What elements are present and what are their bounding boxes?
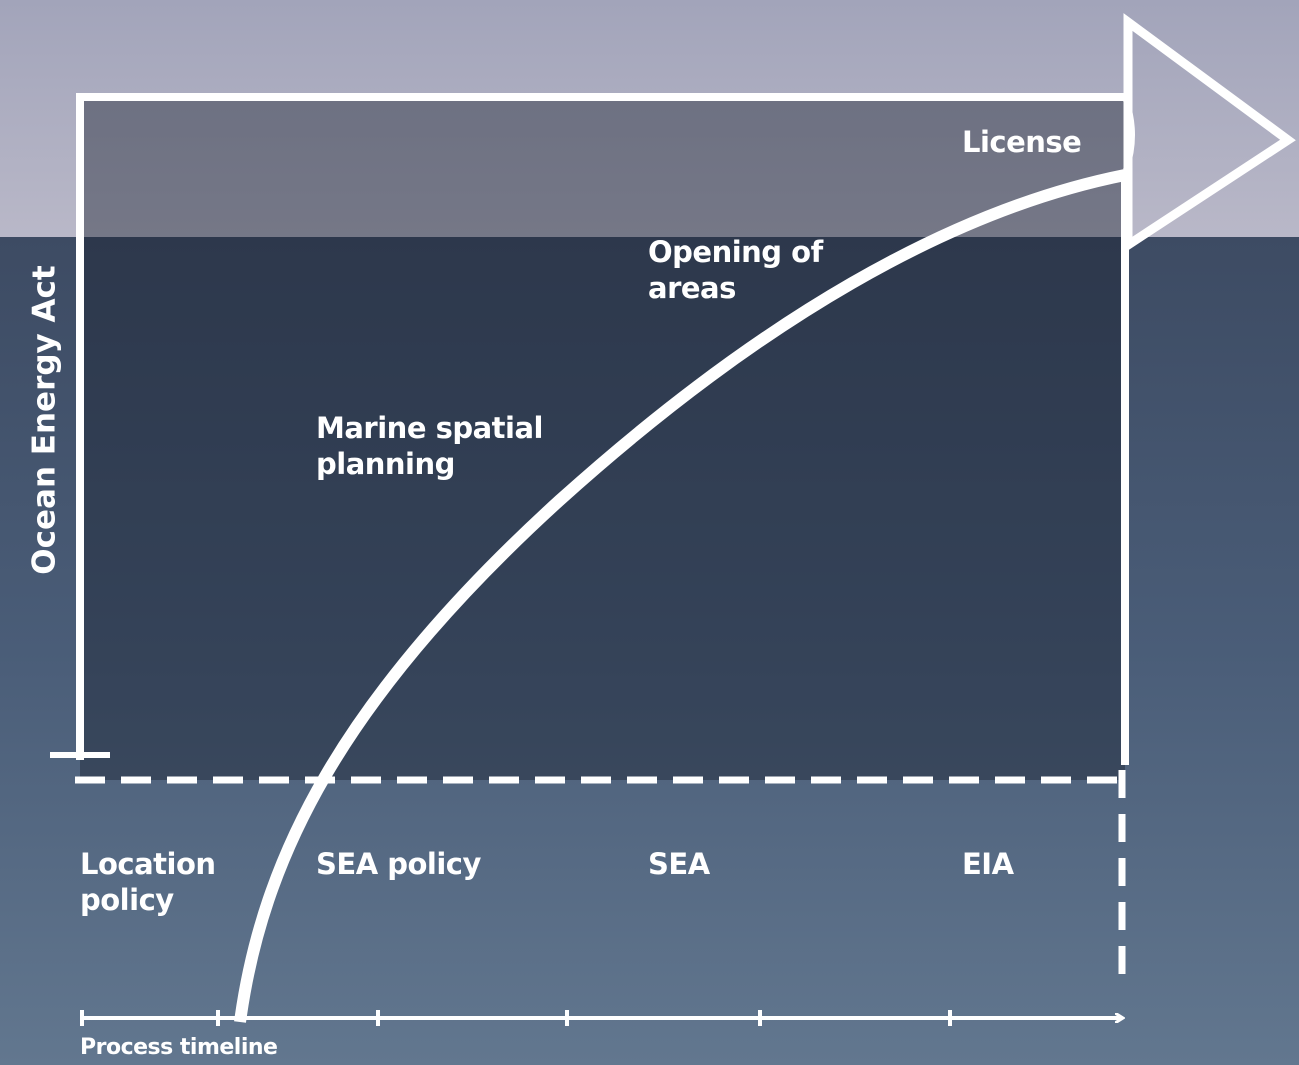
vertical-axis-label: Ocean Energy Act — [27, 265, 63, 575]
phase-label: SEA — [648, 847, 710, 881]
arrow-head — [1123, 13, 1296, 254]
curve — [234, 169, 1127, 1023]
phase-label: SEA policy — [316, 847, 481, 881]
stage-label: Opening of areas — [648, 235, 823, 305]
sea — [0, 237, 1299, 1065]
phase-label: Location policy — [80, 847, 216, 917]
timeline-ticks — [80, 1010, 952, 1026]
arrow-inner — [1123, 99, 1135, 171]
sky — [0, 0, 1299, 237]
overlay-box — [80, 97, 1125, 780]
frame-line — [76, 93, 1128, 760]
timeline-label: Process timeline — [80, 1035, 278, 1060]
stage-label: Marine spatial planning — [316, 411, 543, 481]
phase-label: EIA — [962, 847, 1014, 881]
stage-label: License — [962, 125, 1082, 159]
frame — [50, 13, 1296, 1026]
